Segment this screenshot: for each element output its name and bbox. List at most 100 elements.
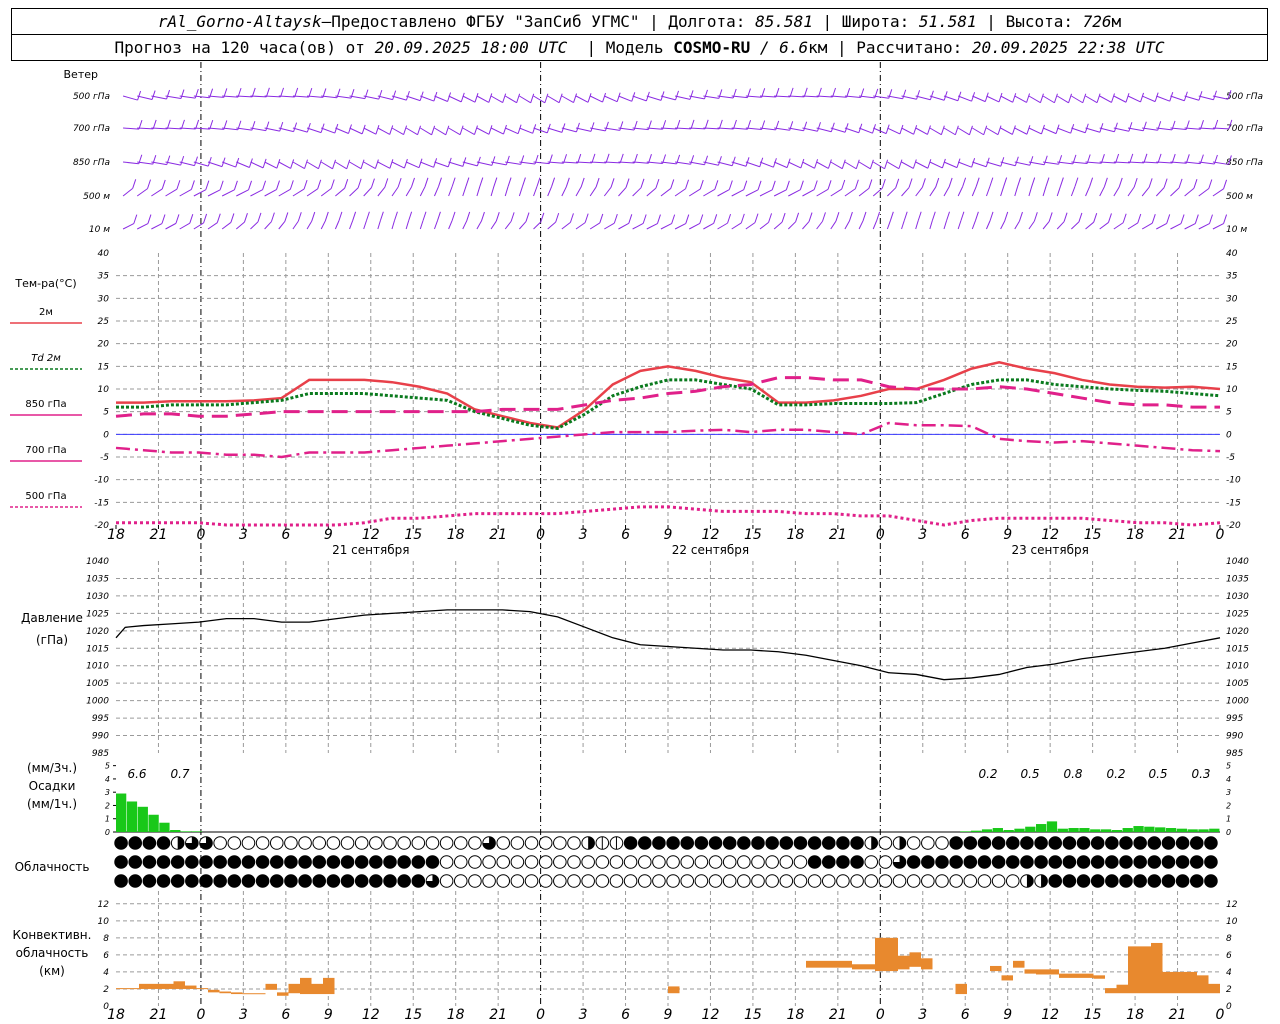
precip-bar-29 <box>1187 829 1198 832</box>
cloud-1-9 <box>241 855 256 869</box>
wind-barb-1-52 <box>858 127 873 134</box>
wind-barb-4-45 <box>759 221 769 230</box>
wind-flag-1-11 <box>293 122 298 132</box>
precip-3h-label-7: 0.3 <box>1191 767 1210 781</box>
wind-barb-4-54 <box>886 220 891 230</box>
wind-flag-1-68 <box>1099 123 1104 133</box>
cloud-2-56 <box>906 874 921 888</box>
cloud-1-40 <box>680 855 695 869</box>
wind-barb-2-66 <box>1057 161 1073 165</box>
cloud-0-46 <box>765 836 779 850</box>
wind-barb-4-6 <box>207 222 218 230</box>
wind-barb-0-65 <box>1042 95 1055 104</box>
cloud-1-34 <box>595 855 610 869</box>
cloud-2-19 <box>383 874 397 888</box>
cloud-1-62 <box>991 855 1006 869</box>
wind-barb-1-23 <box>448 127 461 136</box>
prec-tick-left-5: 5 <box>105 762 110 771</box>
wind-flag-2-51 <box>855 159 860 169</box>
wind-flag-4-4 <box>189 214 194 224</box>
conv-bar-13 <box>311 983 323 995</box>
wind-flag-2-54 <box>898 159 903 169</box>
wind-flag-0-75 <box>1198 91 1203 101</box>
wind-barb-1-63 <box>1014 127 1028 135</box>
cloud-1-70 <box>1105 855 1119 869</box>
wind-barb-3-15 <box>335 187 346 197</box>
wind-barb-3-68 <box>1085 186 1091 197</box>
cloud-0-59 <box>949 836 963 850</box>
cloud-0-11 <box>269 836 284 850</box>
conv-bar-10 <box>277 992 289 996</box>
time-tick-conv-14: 12 <box>702 1007 720 1023</box>
wind-flag-3-41 <box>714 180 719 190</box>
wind-barb-2-77 <box>1212 161 1229 165</box>
wind-flag-0-25 <box>488 93 493 103</box>
wind-barb-2-32 <box>575 161 592 164</box>
conv-tick-left-10: 10 <box>98 917 110 927</box>
cloud-1-22 <box>425 855 440 869</box>
wind-flag-4-66 <box>1063 212 1068 222</box>
wind-barb-3-40 <box>688 188 701 197</box>
cloud-half-2-65 <box>1041 874 1048 888</box>
wind-title: Ветер <box>64 68 98 81</box>
wind-barb-4-30 <box>547 221 557 230</box>
cloud-2-29 <box>524 874 539 888</box>
wind-barb-3-5 <box>193 189 207 197</box>
cloud-2-54 <box>878 874 893 888</box>
time-tick-conv-3: 3 <box>239 1007 248 1023</box>
wind-flag-0-61 <box>998 92 1003 103</box>
wind-flag-4-34 <box>613 213 618 224</box>
conv-bar-23 <box>990 965 1002 972</box>
prec-tick-left-0: 0 <box>105 828 110 837</box>
cloud-2-77 <box>1204 874 1218 888</box>
wind-barb-3-14 <box>320 188 332 197</box>
prec-tick-right-1: 1 <box>1226 815 1231 824</box>
cloud-2-15 <box>326 874 341 888</box>
wind-barb-3-62 <box>1000 186 1005 197</box>
cloud-2-16 <box>340 874 355 888</box>
cloud-2-37 <box>637 874 652 888</box>
conv-tick-right-4: 4 <box>1226 968 1232 978</box>
wind-barb-2-42 <box>717 161 733 167</box>
wind-flag-2-17 <box>374 159 379 169</box>
cloud-2-39 <box>666 874 680 888</box>
wind-barb-1-16 <box>349 127 363 135</box>
wind-barb-2-34 <box>604 161 621 164</box>
wind-flag-4-2 <box>161 214 166 224</box>
wind-barb-4-62 <box>1000 220 1006 230</box>
wind-barb-4-26 <box>490 220 497 230</box>
wind-flag-4-27 <box>510 212 515 222</box>
cloud-0-3 <box>156 836 171 850</box>
conv-bar-33 <box>1151 942 1163 994</box>
wind-flag-4-6 <box>216 213 221 223</box>
wind-flag-4-26 <box>495 212 500 222</box>
cloud-0-40 <box>680 836 695 850</box>
time-tick-conv-5: 9 <box>324 1007 333 1023</box>
wind-barb-2-76 <box>1198 161 1215 165</box>
wind-barb-1-12 <box>292 127 308 133</box>
time-tick-conv-0: 18 <box>107 1007 125 1023</box>
wind-flag-4-32 <box>584 213 589 223</box>
wind-flag-1-4 <box>195 119 200 130</box>
wind-flag-3-63 <box>1017 177 1022 187</box>
precip-bar-8 <box>960 831 971 832</box>
pres-tick-left-990: 990 <box>92 732 109 742</box>
wind-flag-0-24 <box>474 93 479 103</box>
wind-flag-4-50 <box>835 212 840 222</box>
cloud-3q-2-22 <box>426 874 439 888</box>
wind-flag-1-54 <box>899 124 904 135</box>
wind-barb-4-25 <box>476 220 482 230</box>
cloud-0-45 <box>751 836 765 850</box>
wind-barb-3-76 <box>1198 188 1210 197</box>
calc-label: Рассчитано: <box>856 38 963 57</box>
wind-barb-1-22 <box>434 127 447 136</box>
cloud-1-50 <box>821 855 836 869</box>
wind-flag-0-41 <box>718 89 723 99</box>
wind-barb-3-28 <box>518 186 523 197</box>
wind-barb-3-11 <box>278 188 291 197</box>
cloud-1-69 <box>1090 855 1105 869</box>
cloud-2-76 <box>1189 874 1204 888</box>
wind-barb-3-16 <box>349 187 359 197</box>
wind-flag-3-46 <box>785 180 790 190</box>
wind-flag-0-56 <box>929 90 934 100</box>
